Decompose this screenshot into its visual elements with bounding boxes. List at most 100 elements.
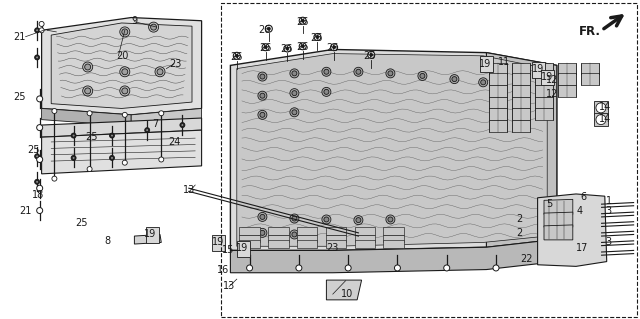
Text: 19: 19 (541, 71, 554, 82)
Circle shape (260, 214, 265, 219)
Circle shape (331, 44, 337, 51)
Circle shape (418, 71, 427, 80)
Circle shape (36, 125, 43, 130)
Circle shape (324, 217, 329, 222)
Circle shape (322, 67, 331, 76)
Circle shape (300, 43, 306, 50)
Circle shape (266, 25, 272, 32)
Circle shape (180, 122, 185, 128)
Text: 25: 25 (28, 145, 40, 155)
Polygon shape (535, 97, 553, 108)
Polygon shape (268, 235, 289, 242)
Polygon shape (489, 73, 507, 85)
Polygon shape (131, 108, 202, 126)
Circle shape (290, 69, 299, 78)
Circle shape (345, 265, 351, 271)
Circle shape (159, 111, 164, 116)
Circle shape (262, 44, 269, 51)
Circle shape (316, 35, 319, 39)
Text: 2: 2 (516, 214, 523, 225)
Text: 26: 26 (259, 43, 272, 53)
Circle shape (39, 21, 44, 26)
Circle shape (290, 89, 299, 98)
Circle shape (36, 185, 43, 191)
Circle shape (290, 230, 299, 239)
Circle shape (36, 96, 43, 102)
Circle shape (122, 112, 127, 117)
Circle shape (596, 103, 606, 113)
Polygon shape (535, 63, 553, 74)
Text: 26: 26 (326, 43, 339, 53)
Text: 10: 10 (340, 289, 353, 299)
Circle shape (146, 129, 148, 132)
Polygon shape (489, 108, 507, 120)
Polygon shape (134, 234, 161, 244)
Polygon shape (237, 241, 250, 257)
Polygon shape (326, 227, 346, 235)
Circle shape (386, 69, 395, 78)
Text: 9: 9 (131, 16, 138, 26)
Circle shape (71, 133, 76, 138)
Text: 13: 13 (183, 185, 196, 195)
Text: 13: 13 (223, 280, 236, 291)
Polygon shape (489, 97, 507, 108)
Polygon shape (42, 130, 202, 174)
Circle shape (290, 214, 299, 223)
Polygon shape (544, 199, 573, 214)
Circle shape (71, 155, 76, 160)
Circle shape (120, 27, 130, 37)
Circle shape (35, 28, 40, 33)
Polygon shape (480, 56, 493, 72)
Polygon shape (558, 85, 576, 97)
Circle shape (394, 265, 401, 271)
Circle shape (258, 110, 267, 119)
Circle shape (370, 53, 372, 56)
Polygon shape (532, 62, 545, 78)
Text: 2: 2 (516, 228, 523, 238)
Text: 26: 26 (296, 17, 308, 27)
Circle shape (292, 216, 297, 221)
Circle shape (452, 77, 457, 82)
Polygon shape (535, 108, 553, 120)
Circle shape (87, 111, 92, 116)
Circle shape (87, 167, 92, 172)
Circle shape (111, 134, 113, 137)
Polygon shape (326, 235, 346, 242)
Polygon shape (383, 235, 404, 242)
Circle shape (109, 155, 115, 160)
Circle shape (258, 212, 267, 221)
Text: 19: 19 (211, 237, 224, 248)
Polygon shape (239, 235, 260, 242)
Circle shape (155, 67, 165, 77)
Circle shape (386, 215, 395, 224)
Text: 11: 11 (498, 57, 511, 67)
Circle shape (72, 156, 75, 160)
Circle shape (324, 89, 329, 94)
Text: 23: 23 (326, 243, 339, 253)
Text: 25: 25 (85, 132, 98, 142)
Circle shape (292, 71, 297, 76)
Polygon shape (146, 227, 159, 243)
Text: 3: 3 (605, 237, 611, 247)
Text: 25: 25 (13, 92, 26, 102)
Circle shape (52, 108, 57, 114)
Text: 23: 23 (169, 59, 182, 69)
Circle shape (52, 176, 57, 181)
Circle shape (479, 78, 488, 87)
Circle shape (258, 91, 267, 100)
Text: 14: 14 (598, 114, 611, 124)
Text: 21: 21 (19, 205, 32, 216)
Circle shape (258, 72, 267, 81)
Circle shape (39, 28, 44, 33)
Circle shape (72, 134, 75, 137)
Circle shape (120, 67, 130, 77)
Polygon shape (558, 73, 576, 85)
Polygon shape (581, 63, 599, 74)
Polygon shape (558, 63, 576, 74)
Text: 1: 1 (606, 196, 612, 206)
Circle shape (84, 88, 91, 94)
Circle shape (596, 115, 606, 125)
Text: 17: 17 (576, 243, 589, 253)
Text: 19: 19 (479, 59, 492, 69)
Text: 26: 26 (296, 42, 308, 52)
